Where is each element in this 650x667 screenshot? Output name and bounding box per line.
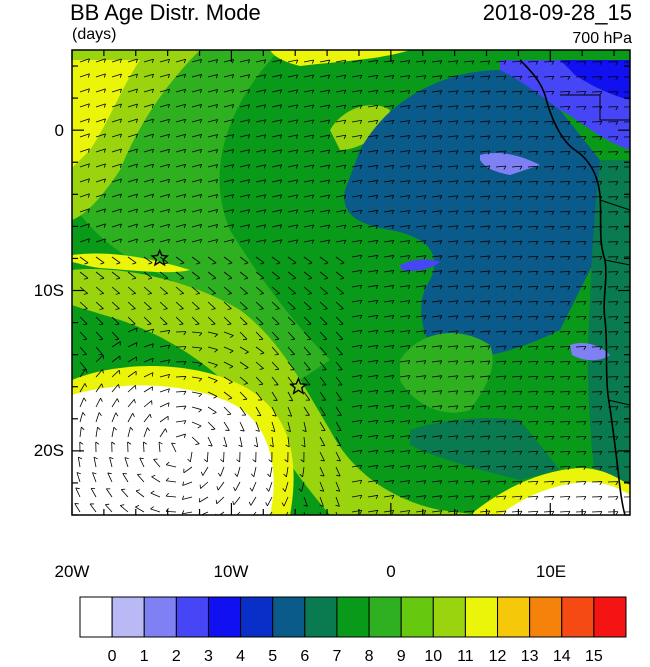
lon-label-20w: 20W [54,562,90,581]
colorbar-swatch [400,596,434,638]
colorbar-swatch [272,596,306,638]
star-2-marker [289,376,308,395]
lat-label-20s: 20S [33,441,64,460]
colorbar-swatch [304,596,338,638]
colorbar-label: 5 [268,648,278,665]
colorbar-label: 9 [396,648,406,665]
colorbar-label: 6 [300,648,310,665]
colorbar-swatch [336,596,370,638]
colorbar [79,596,627,638]
colorbar-label: 3 [204,648,213,665]
age-field [72,50,630,515]
colorbar-swatch [497,596,531,638]
colorbar-label: 14 [552,648,571,665]
colorbar-swatch [368,596,402,638]
colorbar-label: 11 [457,648,474,665]
map-frame [71,49,631,516]
colorbar-label: 7 [332,648,342,665]
colorbar-label: 15 [584,648,603,665]
colorbar-swatch [79,596,113,638]
colorbar-label: 10 [424,648,443,665]
datetime-label: 2018-09-28_15 [482,0,632,25]
lon-label-10w: 10W [213,562,249,581]
lon-label-0: 0 [386,562,396,581]
units-label: (days) [72,26,117,43]
colorbar-label: 2 [171,648,181,665]
map-title: BB Age Distr. Mode [70,0,261,25]
colorbar-label: 4 [236,648,246,665]
colorbar-swatch [464,596,499,638]
colorbar-swatch [111,596,145,638]
colorbar-label: 0 [107,648,117,665]
colorbar-label: 1 [139,648,149,665]
lat-label-0: 0 [54,121,64,140]
colorbar-label: 12 [488,648,507,665]
colorbar-label: 13 [520,648,539,665]
colorbar-swatch [143,596,177,638]
pressure-level-label: 700 hPa [572,30,632,47]
colorbar-swatch [207,596,242,638]
colorbar-swatch [175,596,209,638]
lat-label-10s: 10S [33,281,64,300]
colorbar-swatch [240,596,274,638]
star-1-marker [150,248,170,267]
colorbar-swatch [432,596,466,638]
colorbar-swatch [593,596,627,638]
colorbar-swatch [529,596,563,638]
colorbar-label: 8 [364,648,374,665]
colorbar-swatch [561,596,595,638]
lon-label-10e: 10E [535,562,567,581]
